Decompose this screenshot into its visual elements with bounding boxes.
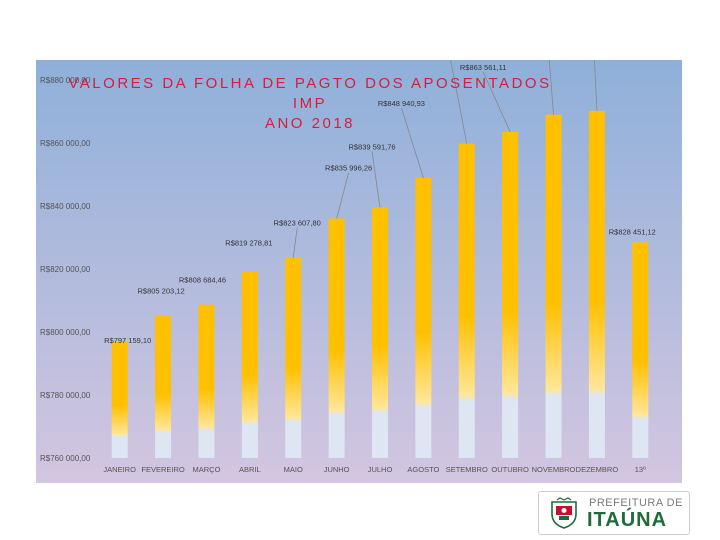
logo-city-name: ITAÚNA	[587, 509, 668, 531]
x-tick-label: JANEIRO	[103, 465, 136, 474]
x-tick-label: JULHO	[368, 465, 393, 474]
bar	[502, 131, 519, 458]
y-tick-label: R$760 000,00	[40, 454, 91, 463]
data-labels: R$797 159,10 R$805 203,12 R$808 684,46 R$81…	[104, 63, 656, 345]
chart-background	[36, 60, 682, 483]
y-axis: R$760 000,00 R$780 000,00 R$800 000,00 R$82…	[40, 76, 91, 463]
bar	[155, 315, 172, 458]
chart-title-line: VALORES DA FOLHA DE PAGTO DOS APOSENTADO…	[68, 75, 552, 112]
leader-line	[371, 151, 381, 208]
chart-subtitle: ANO 2018	[264, 115, 356, 132]
bar	[111, 340, 128, 458]
x-tick-label: DEZEMBRO	[576, 465, 619, 474]
x-tick-label: MARÇO	[193, 465, 221, 474]
x-tick-label: OUTUBRO	[491, 465, 529, 474]
x-tick-label: FEVEREIRO	[141, 465, 185, 474]
bar	[198, 304, 215, 458]
y-tick-label: R$820 000,00	[40, 265, 91, 274]
x-tick-label: NOVEMBRO	[532, 465, 576, 474]
data-label: R$828 451,12	[609, 227, 656, 236]
label-leader-lines	[292, 60, 598, 258]
y-tick-label: R$860 000,00	[40, 139, 91, 148]
bar	[632, 242, 649, 458]
bar	[328, 218, 345, 458]
data-label: R$797 159,10	[104, 336, 151, 345]
city-seal-icon	[551, 497, 577, 529]
leader-line	[450, 60, 468, 144]
x-tick-label: ABRIL	[239, 465, 261, 474]
y-tick-label: R$840 000,00	[40, 202, 91, 211]
bar	[285, 257, 302, 458]
bars	[111, 110, 649, 459]
data-label: R$863 561,11	[460, 63, 507, 72]
bar	[241, 271, 258, 458]
logo-prefix-text: PREFEITURA DE	[589, 497, 683, 509]
x-tick-label: 13º	[635, 465, 646, 474]
x-tick-label: AGOSTO	[407, 465, 439, 474]
bar	[372, 207, 388, 458]
data-label: R$835 996,26	[325, 164, 372, 173]
x-tick-label: MAIO	[284, 465, 303, 474]
bar	[588, 110, 605, 459]
y-tick-label: R$880 000,00	[40, 76, 91, 85]
x-tick-label: SETEMBRO	[446, 465, 488, 474]
data-label: R$839 591,76	[348, 142, 395, 151]
chart-area: R$760 000,00 R$780 000,00 R$800 000,00 R$82…	[36, 60, 682, 483]
prefeitura-logo: PREFEITURA DE ITAÚNA	[538, 491, 690, 535]
x-tick-label: JUNHO	[324, 465, 350, 474]
leader-line	[594, 60, 598, 111]
data-label: R$823 607,80	[274, 219, 321, 228]
bar	[545, 114, 562, 459]
bar	[458, 143, 475, 458]
y-tick-label: R$780 000,00	[40, 391, 91, 400]
chart-title: VALORES DA FOLHA DE PAGTO DOS APOSENTADO…	[50, 74, 570, 134]
bar	[415, 177, 432, 458]
bar-chart: R$760 000,00 R$780 000,00 R$800 000,00 R$82…	[36, 60, 682, 483]
x-axis: JANEIRO FEVEREIRO MARÇO ABRIL MAIO JUNHO JULHO…	[103, 465, 646, 474]
leader-line	[548, 60, 554, 115]
y-tick-label: R$800 000,00	[40, 328, 91, 337]
data-label: R$819 278,81	[225, 238, 272, 247]
leader-line	[401, 107, 424, 178]
data-label: R$848 940,93	[378, 99, 425, 108]
leader-line	[482, 71, 511, 132]
leader-line	[336, 172, 350, 219]
data-label: R$805 203,12	[138, 287, 185, 296]
leader-line	[292, 227, 298, 258]
data-label: R$808 684,46	[179, 276, 226, 285]
